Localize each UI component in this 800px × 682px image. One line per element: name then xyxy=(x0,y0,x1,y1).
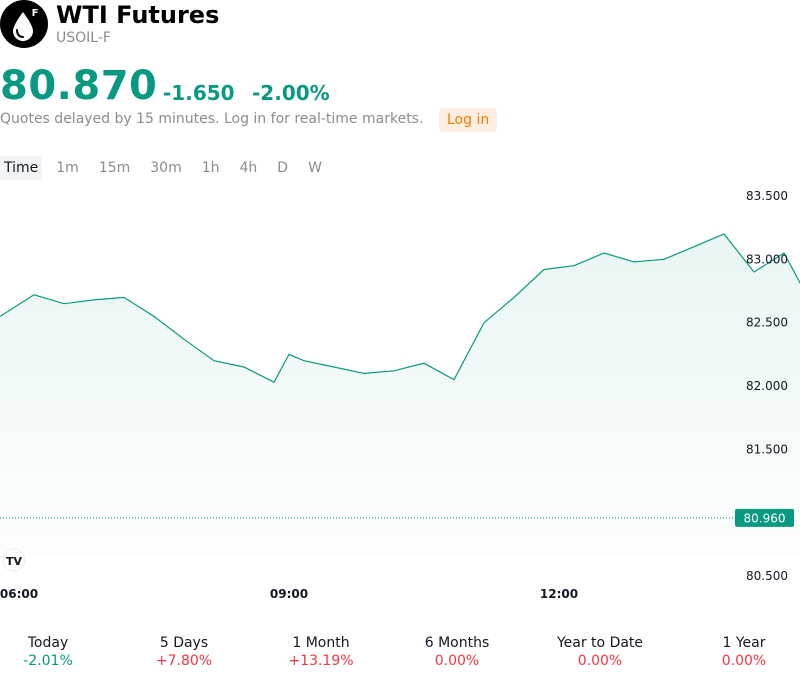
x-tick-label: 06:00 xyxy=(0,587,38,601)
tab-w[interactable]: W xyxy=(308,160,322,176)
logo-letter: F xyxy=(32,8,39,19)
period-today[interactable]: Today -2.01% xyxy=(0,634,108,670)
page-title: WTI Futures xyxy=(56,1,220,29)
x-tick-label: 09:00 xyxy=(270,587,308,601)
period-label: 1 Year xyxy=(722,635,766,651)
tab-15m[interactable]: 15m xyxy=(98,160,131,176)
tab-d[interactable]: D xyxy=(277,160,289,176)
tab-time[interactable]: Time xyxy=(0,156,43,180)
tab-1h[interactable]: 1h xyxy=(201,160,220,176)
period-label: 6 Months xyxy=(424,635,490,651)
tradingview-logo-icon[interactable]: TV xyxy=(2,548,26,572)
oil-drop-logo-icon: F xyxy=(0,0,48,48)
period-value: +7.80% xyxy=(155,653,213,669)
period-value: -2.01% xyxy=(23,653,73,669)
y-tick-label: 82.000 xyxy=(746,379,788,393)
performance-periods: Today -2.01% 5 Days +7.80% 1 Month +13.1… xyxy=(0,634,800,674)
period-label: 1 Month xyxy=(292,635,350,651)
price-area-fill xyxy=(0,234,800,555)
svg-text:TV: TV xyxy=(6,555,23,568)
period-label: Today xyxy=(27,635,69,651)
last-price-tag: 80.960 xyxy=(735,508,794,527)
period-5-days[interactable]: 5 Days +7.80% xyxy=(124,634,244,670)
period-value: +13.19% xyxy=(288,653,354,669)
period-label: 5 Days xyxy=(159,635,209,651)
tab-4h[interactable]: 4h xyxy=(239,160,258,176)
period-value: 0.00% xyxy=(577,653,623,669)
period-year-to-date[interactable]: Year to Date 0.00% xyxy=(540,634,660,670)
period-value: 0.00% xyxy=(434,653,480,669)
tab-30m[interactable]: 30m xyxy=(150,160,182,176)
y-tick-label: 82.500 xyxy=(746,316,788,330)
last-price: 80.870 xyxy=(0,63,158,109)
y-tick-label: 83.500 xyxy=(746,189,788,203)
period-1-month[interactable]: 1 Month +13.19% xyxy=(261,634,381,670)
tab-1m[interactable]: 1m xyxy=(56,160,79,176)
period-1-year[interactable]: 1 Year 0.00% xyxy=(684,634,800,670)
price-series-line xyxy=(0,233,800,383)
y-tick-label: 81.500 xyxy=(746,442,788,456)
period-label: Year to Date xyxy=(556,635,644,651)
period-value: 0.00% xyxy=(721,653,767,669)
ticker-symbol: USOIL-F xyxy=(56,30,111,46)
y-tick-label: 80.500 xyxy=(746,569,788,583)
login-button[interactable]: Log in xyxy=(439,108,498,132)
last-price-tag-label: 80.960 xyxy=(744,511,786,525)
x-tick-label: 12:00 xyxy=(540,587,578,601)
y-tick-label: 83.000 xyxy=(746,252,788,266)
price-change: -1.650 xyxy=(163,81,235,105)
interval-tabs: Time 1m 15m 30m 1h 4h D W xyxy=(0,156,332,180)
delay-notice: Quotes delayed by 15 minutes. Log in for… xyxy=(0,111,424,127)
price-change-percent: -2.00% xyxy=(252,81,330,105)
period-6-months[interactable]: 6 Months 0.00% xyxy=(397,634,517,670)
